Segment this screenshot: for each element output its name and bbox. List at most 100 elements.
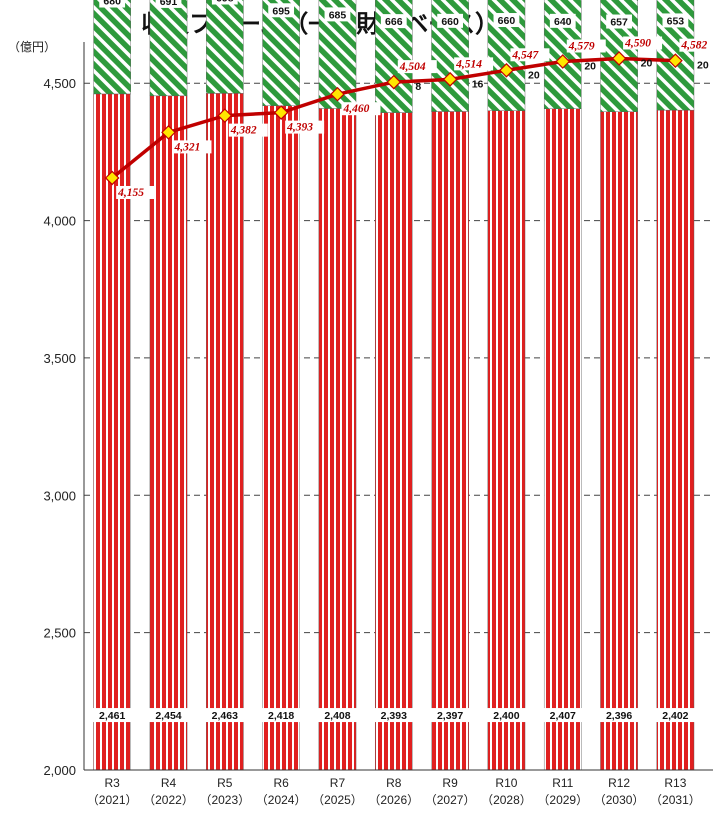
data-label: 2,407 — [550, 710, 576, 722]
line-marker — [555, 54, 571, 69]
bar-segment — [543, 108, 582, 771]
data-label: 2,393 — [381, 710, 407, 722]
total-label: 4,393 — [286, 122, 313, 134]
bar-segment — [431, 111, 469, 771]
data-label-bg — [437, 13, 464, 28]
line-marker — [330, 86, 345, 102]
data-label: 691 — [160, 0, 178, 8]
total-label-bg — [623, 36, 663, 50]
x-tick-label: R3 — [104, 776, 120, 790]
data-label-bg — [655, 708, 695, 723]
data-label-bg — [92, 708, 132, 723]
bar-stack-R10 — [487, 0, 526, 771]
y-tick-label: 4,000 — [43, 214, 76, 229]
side-label: 8 — [415, 81, 421, 93]
data-label: 660 — [498, 15, 516, 27]
data-label: 660 — [441, 16, 459, 28]
data-label: 640 — [554, 16, 572, 28]
bar-segment — [206, 0, 244, 94]
total-label: 4,582 — [680, 40, 707, 52]
bar-segment — [318, 108, 357, 771]
line-marker — [217, 108, 233, 123]
total-label-bg — [510, 48, 550, 62]
total-label-bg — [454, 57, 494, 71]
bar-segment — [93, 0, 131, 95]
data-label: 653 — [667, 15, 685, 27]
total-label: 4,514 — [455, 58, 482, 70]
line-marker — [611, 51, 627, 66]
total-label: 4,579 — [568, 41, 595, 53]
bar-stack-R13 — [656, 0, 695, 771]
total-label-bg — [341, 102, 381, 116]
bar-stack-R11 — [543, 0, 582, 771]
data-label-bg — [261, 708, 301, 723]
data-label: 2,461 — [99, 710, 125, 722]
total-label-bg — [116, 185, 156, 199]
data-label-bg — [148, 708, 188, 723]
bar-stack-R6 — [262, 0, 300, 771]
x-tick-year: （2026） — [368, 793, 419, 807]
line-marker — [386, 74, 402, 90]
line-marker — [442, 72, 458, 87]
total-label: 4,382 — [230, 125, 257, 137]
bar-stack-R12 — [600, 0, 638, 771]
bar-segment — [262, 0, 300, 106]
data-label: 2,463 — [212, 710, 238, 722]
data-label-bg — [493, 13, 520, 28]
data-label-bg — [606, 14, 632, 29]
data-label: 2,400 — [493, 710, 519, 722]
y-tick-label: 3,000 — [43, 488, 76, 503]
data-label-bg — [380, 14, 407, 29]
bar-stack-R8 — [374, 0, 413, 771]
x-tick-year: （2030） — [594, 793, 645, 807]
bar-segment — [487, 110, 526, 771]
data-label-bg — [155, 0, 182, 8]
x-tick-year: （2023） — [199, 793, 250, 807]
data-label: 2,454 — [155, 710, 181, 722]
x-tick-label: R11 — [552, 776, 573, 790]
data-label-bg — [374, 708, 414, 723]
line-marker — [273, 105, 289, 120]
total-label-bg — [172, 140, 212, 154]
y-tick-label: 4,500 — [43, 76, 76, 91]
x-tick-year: （2021） — [87, 793, 138, 807]
x-tick-label: R12 — [608, 776, 630, 790]
data-label-bg — [205, 708, 245, 723]
line-marker — [668, 53, 683, 69]
x-tick-label: R9 — [442, 776, 458, 790]
x-tick-year: （2031） — [650, 793, 701, 807]
bar-stacks — [93, 0, 695, 771]
data-label-bg — [549, 13, 576, 28]
bar-stack-R5 — [206, 0, 244, 771]
x-tick-label: R13 — [664, 776, 686, 790]
total-label-bg — [285, 120, 325, 134]
line-marker — [104, 170, 120, 186]
data-label-bg — [211, 0, 238, 5]
line-marker — [161, 125, 176, 140]
x-tick-label: R4 — [161, 776, 177, 790]
bar-segment — [262, 105, 300, 771]
bar-segment — [149, 95, 188, 771]
side-label: 20 — [584, 61, 596, 73]
x-tick-year: （2027） — [425, 793, 476, 807]
bar-stack-R7 — [318, 0, 357, 771]
data-label: 657 — [610, 17, 628, 29]
data-label-bg — [599, 708, 639, 723]
bar-segment — [656, 109, 695, 771]
y-tick-label: 2,500 — [43, 626, 76, 641]
data-label: 666 — [385, 16, 403, 28]
y-axis-unit-label: （億円） — [8, 40, 56, 54]
data-label: 2,397 — [437, 710, 463, 722]
side-label: 20 — [641, 57, 653, 69]
data-label: 695 — [272, 5, 290, 17]
bar-segment — [206, 93, 244, 771]
bar-segment — [149, 0, 188, 97]
bar-stack-R4 — [149, 0, 188, 771]
line-marker — [499, 62, 514, 78]
total-label-bg — [566, 39, 606, 53]
data-label: 680 — [103, 0, 121, 8]
total-label: 4,590 — [624, 37, 651, 49]
x-tick-label: R8 — [386, 776, 402, 790]
bar-stack-R3 — [93, 0, 131, 771]
